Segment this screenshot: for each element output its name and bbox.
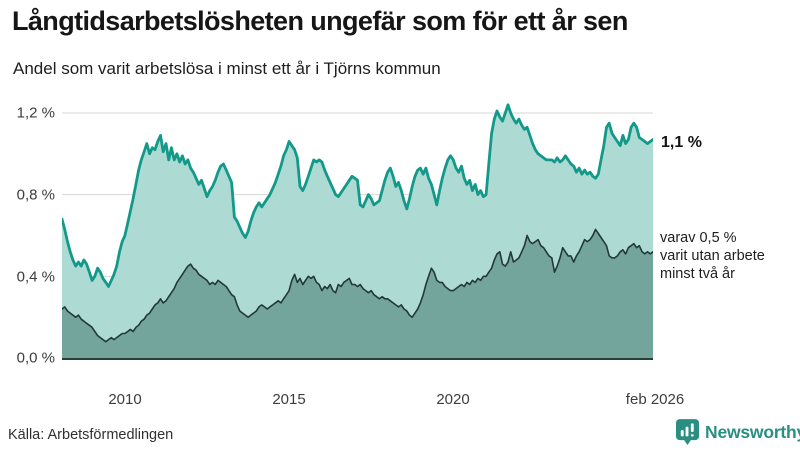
total-series-line xyxy=(62,103,653,288)
y-tick-label: 0,4 % xyxy=(16,268,55,286)
x-tick-label: feb 2026 xyxy=(625,391,685,408)
series-end-value-label: 1,1 % xyxy=(661,134,702,151)
subset-series-label-line: varit utan arbete xyxy=(660,248,765,264)
chart-subtitle: Andel som varit arbetslösa i minst ett å… xyxy=(13,59,441,78)
x-tick-label: 2010 xyxy=(108,391,142,408)
y-tick-label: 1,2 % xyxy=(16,104,55,122)
subset-series-area xyxy=(62,229,653,358)
y-tick-label: 0,0 % xyxy=(16,349,55,367)
page-title: Långtidsarbetslösheten ungefär som för e… xyxy=(12,6,628,36)
subset-series-line xyxy=(62,228,653,343)
subset-series-label-line: minst två år xyxy=(660,266,735,282)
newsworthy-wordmark: Newsworthy xyxy=(705,421,800,442)
chart-canvas xyxy=(62,103,653,360)
subset-series-label: varav 0,5 % varit utan arbete minst två … xyxy=(660,229,765,283)
subset-series-label-line: varav 0,5 % xyxy=(660,230,737,246)
source-credit: Källa: Arbetsförmedlingen xyxy=(8,427,174,443)
x-tick-label: 2020 xyxy=(436,391,470,408)
x-tick-label: 2015 xyxy=(272,391,306,408)
newsworthy-logo-icon xyxy=(676,419,699,445)
newsworthy-logo: Newsworthy xyxy=(676,419,800,445)
y-tick-label: 0,8 % xyxy=(16,186,55,204)
